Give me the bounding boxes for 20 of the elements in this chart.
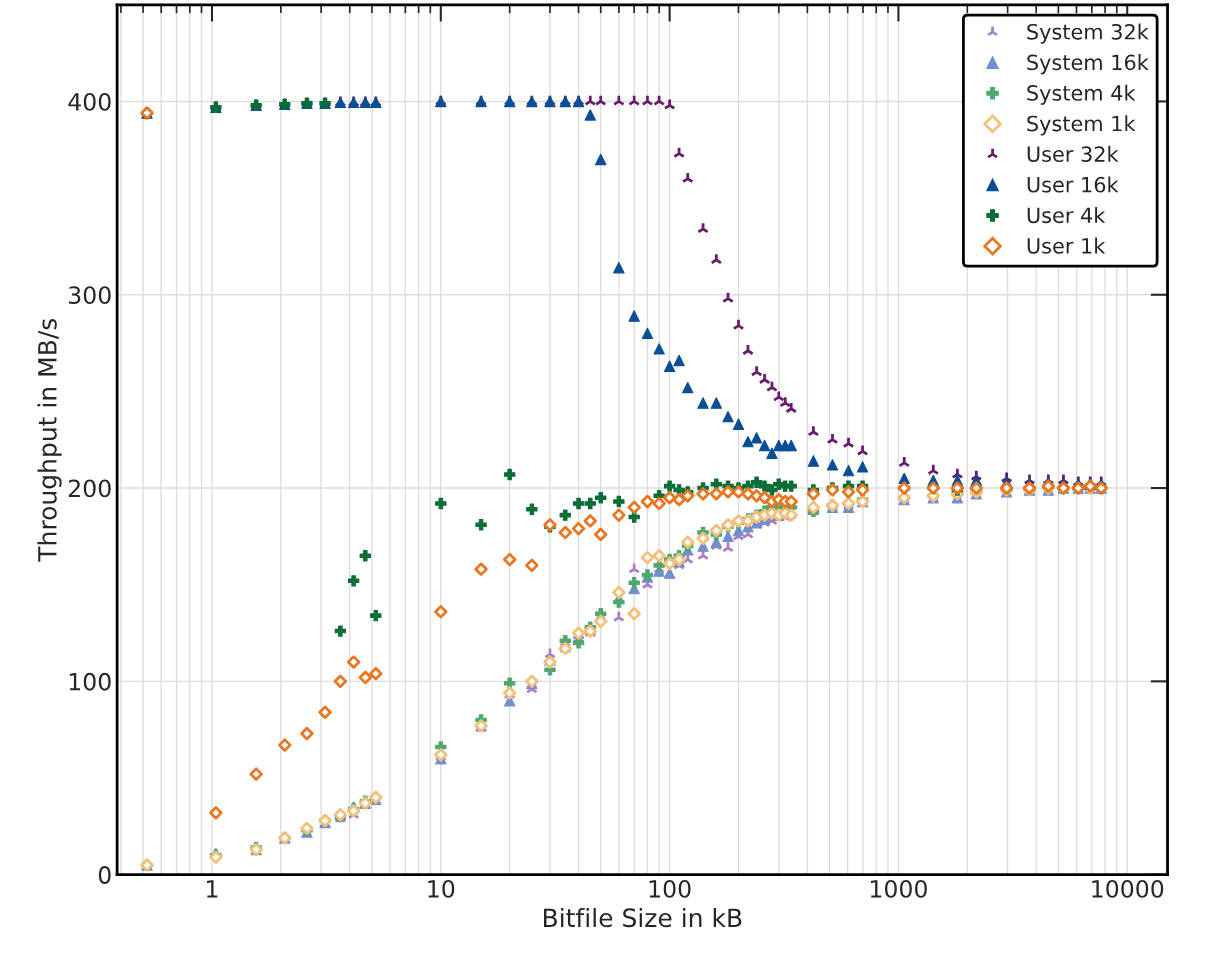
y-tick-label: 400 xyxy=(68,92,111,111)
legend-label: System 32k xyxy=(1027,23,1149,44)
x-tick-label: 10 xyxy=(428,879,455,898)
x-tick-label: 1000 xyxy=(870,879,927,898)
x-axis-title: Bitfile Size in kB xyxy=(544,907,742,928)
legend-label: User 16k xyxy=(1027,176,1119,193)
y-tick-label: 300 xyxy=(68,286,111,305)
legend-label: User 4k xyxy=(1027,207,1106,224)
legend-label: System 4k xyxy=(1027,84,1136,105)
y-tick-label: 200 xyxy=(68,479,111,498)
legend-label: System 16k xyxy=(1027,54,1149,75)
x-tick-label: 100 xyxy=(649,879,691,898)
y-tick-label: 0 xyxy=(98,866,111,884)
legend-label: User 1k xyxy=(1027,237,1106,254)
legend-label: System 1k xyxy=(1027,115,1136,136)
y-tick-label: 100 xyxy=(69,672,111,691)
legend-label: User 32k xyxy=(1027,145,1119,162)
x-tick-label: 10000 xyxy=(1092,879,1164,898)
x-tick-label: 1 xyxy=(207,880,218,898)
y-axis-title: Throughput in MB/s xyxy=(37,318,62,562)
